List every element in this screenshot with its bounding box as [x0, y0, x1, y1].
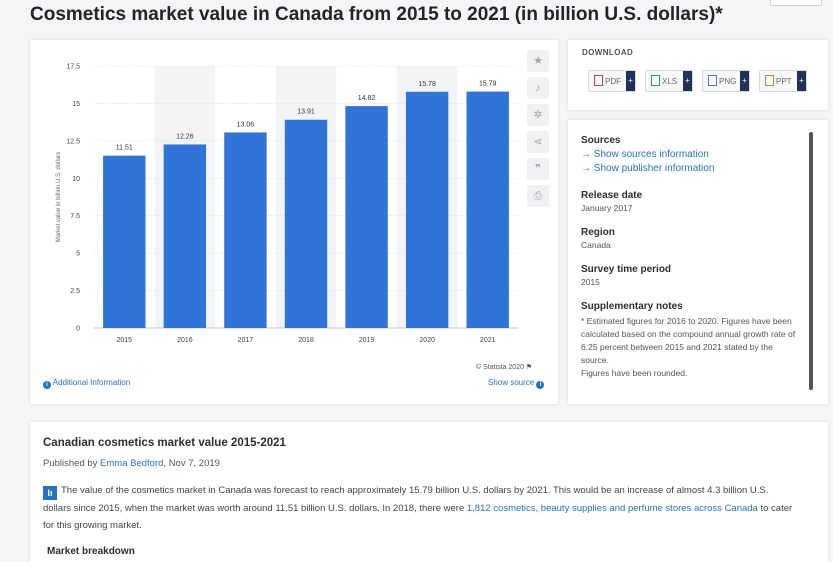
- bar: [284, 119, 328, 328]
- download-title: DOWNLOAD: [582, 48, 634, 57]
- release-label: Release date: [581, 190, 643, 201]
- bar: [345, 106, 388, 328]
- share-icon[interactable]: ⋖: [527, 131, 549, 153]
- stores-link[interactable]: 1,812 cosmetics, beauty supplies and per…: [466, 503, 758, 514]
- y-tick-label: 5: [76, 251, 80, 258]
- page-title: Cosmetics market value in Canada from 20…: [30, 4, 723, 25]
- download-card: DOWNLOAD PDF + XLS + PNG + PPT +: [568, 40, 828, 110]
- info-icon: i: [43, 381, 51, 389]
- release-section: Release date January 2017: [581, 190, 642, 213]
- x-tick-label: 2018: [298, 337, 314, 344]
- bar-chart: 0 2.5 5 7.5 10 12.5 15 17.5 11.51 2015 12.26 2016 13…: [56, 64, 518, 344]
- show-source-link[interactable]: Show source i: [488, 378, 545, 389]
- chart-card: 0 2.5 5 7.5 10 12.5 15 17.5 11.51 2015 12.26 2016 13…: [30, 40, 558, 404]
- data-label: 12.26: [176, 133, 194, 140]
- y-tick-label: 12.5: [66, 138, 80, 145]
- print-icon[interactable]: ⎙: [527, 185, 549, 207]
- ppt-file-icon: [765, 75, 774, 86]
- author-link[interactable]: Emma Bedford: [100, 458, 164, 469]
- survey-label: Survey time period: [581, 264, 672, 275]
- download-pdf-button[interactable]: PDF +: [588, 70, 636, 92]
- data-label: 13.06: [237, 121, 255, 128]
- y-tick-label: 15: [72, 101, 80, 108]
- data-label: 14.82: [358, 95, 376, 102]
- gear-icon[interactable]: ✲: [527, 104, 549, 126]
- y-tick-label: 2.5: [70, 288, 80, 295]
- bar: [466, 91, 509, 329]
- region-label: Region: [581, 227, 615, 238]
- info-card: Sources → Show sources information → Sho…: [568, 120, 828, 404]
- description-card: Canadian cosmetics market value 2015-202…: [30, 422, 828, 562]
- data-label: 15.79: [479, 81, 497, 88]
- y-tick-label: 17.5: [66, 64, 80, 71]
- statista-chart-icon: lı: [43, 486, 57, 500]
- sources-label: Sources: [581, 135, 621, 146]
- download-ppt-button[interactable]: PPT +: [759, 70, 807, 92]
- copyright: © Statista 2020 ⚑: [476, 364, 533, 371]
- bar: [405, 91, 449, 328]
- description-title: Canadian cosmetics market value 2015-202…: [43, 437, 286, 449]
- show-publisher-link[interactable]: → Show publisher information: [581, 163, 715, 174]
- plus-icon: +: [683, 71, 692, 91]
- plus-icon: +: [626, 71, 635, 91]
- x-tick-label: 2020: [419, 337, 435, 344]
- survey-value: 2015: [581, 277, 600, 287]
- published-line: Published by Emma Bedford, Nov 7, 2019: [43, 458, 220, 469]
- plus-icon: +: [740, 71, 749, 91]
- sources-section: Sources → Show sources information → Sho…: [581, 135, 714, 174]
- bar: [103, 155, 146, 328]
- region-value: Canada: [581, 240, 611, 250]
- y-tick-label: 7.5: [70, 213, 80, 220]
- bell-icon[interactable]: ♪: [527, 77, 549, 99]
- quote-icon[interactable]: ❞: [527, 158, 549, 180]
- notes-label: Supplementary notes: [581, 301, 683, 312]
- description-body: lı The value of the cosmetics market in C…: [43, 485, 793, 531]
- data-label: 13.91: [297, 109, 315, 116]
- additional-information-link[interactable]: i Additional Information: [43, 378, 130, 389]
- show-sources-link[interactable]: → Show sources information: [581, 149, 709, 160]
- download-png-button[interactable]: PNG +: [702, 70, 750, 92]
- chart-tools: ★ ♪ ✲ ⋖ ❞ ⎙: [527, 50, 549, 212]
- flag-icon: ⚑: [525, 364, 533, 371]
- notes-section: Supplementary notes * Estimated figures …: [581, 301, 803, 380]
- x-tick-label: 2021: [480, 337, 496, 344]
- top-right-tab[interactable]: [770, 0, 822, 6]
- plus-icon: +: [797, 71, 806, 91]
- bar: [163, 144, 207, 328]
- xls-file-icon: [651, 75, 660, 86]
- download-xls-button[interactable]: XLS +: [645, 70, 693, 92]
- x-tick-label: 2015: [116, 337, 132, 344]
- survey-section: Survey time period 2015: [581, 264, 671, 287]
- bar: [224, 132, 267, 328]
- region-section: Region Canada: [581, 227, 615, 250]
- info-scrollbar[interactable]: [809, 132, 813, 390]
- market-breakdown-heading: Market breakdown: [47, 546, 135, 557]
- png-file-icon: [708, 75, 717, 86]
- info-icon: i: [536, 381, 545, 389]
- data-label: 11.51: [116, 145, 133, 152]
- notes-value: * Estimated figures for 2016 to 2020. Fi…: [581, 316, 796, 365]
- y-tick-label: 10: [72, 176, 80, 183]
- data-label: 15.78: [418, 81, 436, 88]
- notes-value-2: Figures have been rounded.: [581, 368, 688, 378]
- y-tick-label: 0: [76, 326, 80, 333]
- y-axis-label: Market value in billion U.S. dollars: [56, 152, 62, 242]
- pdf-file-icon: [594, 75, 603, 86]
- star-icon[interactable]: ★: [527, 50, 549, 72]
- x-tick-label: 2019: [359, 337, 375, 344]
- release-value: January 2017: [581, 203, 633, 213]
- x-tick-label: 2016: [177, 337, 193, 344]
- x-tick-label: 2017: [238, 337, 254, 344]
